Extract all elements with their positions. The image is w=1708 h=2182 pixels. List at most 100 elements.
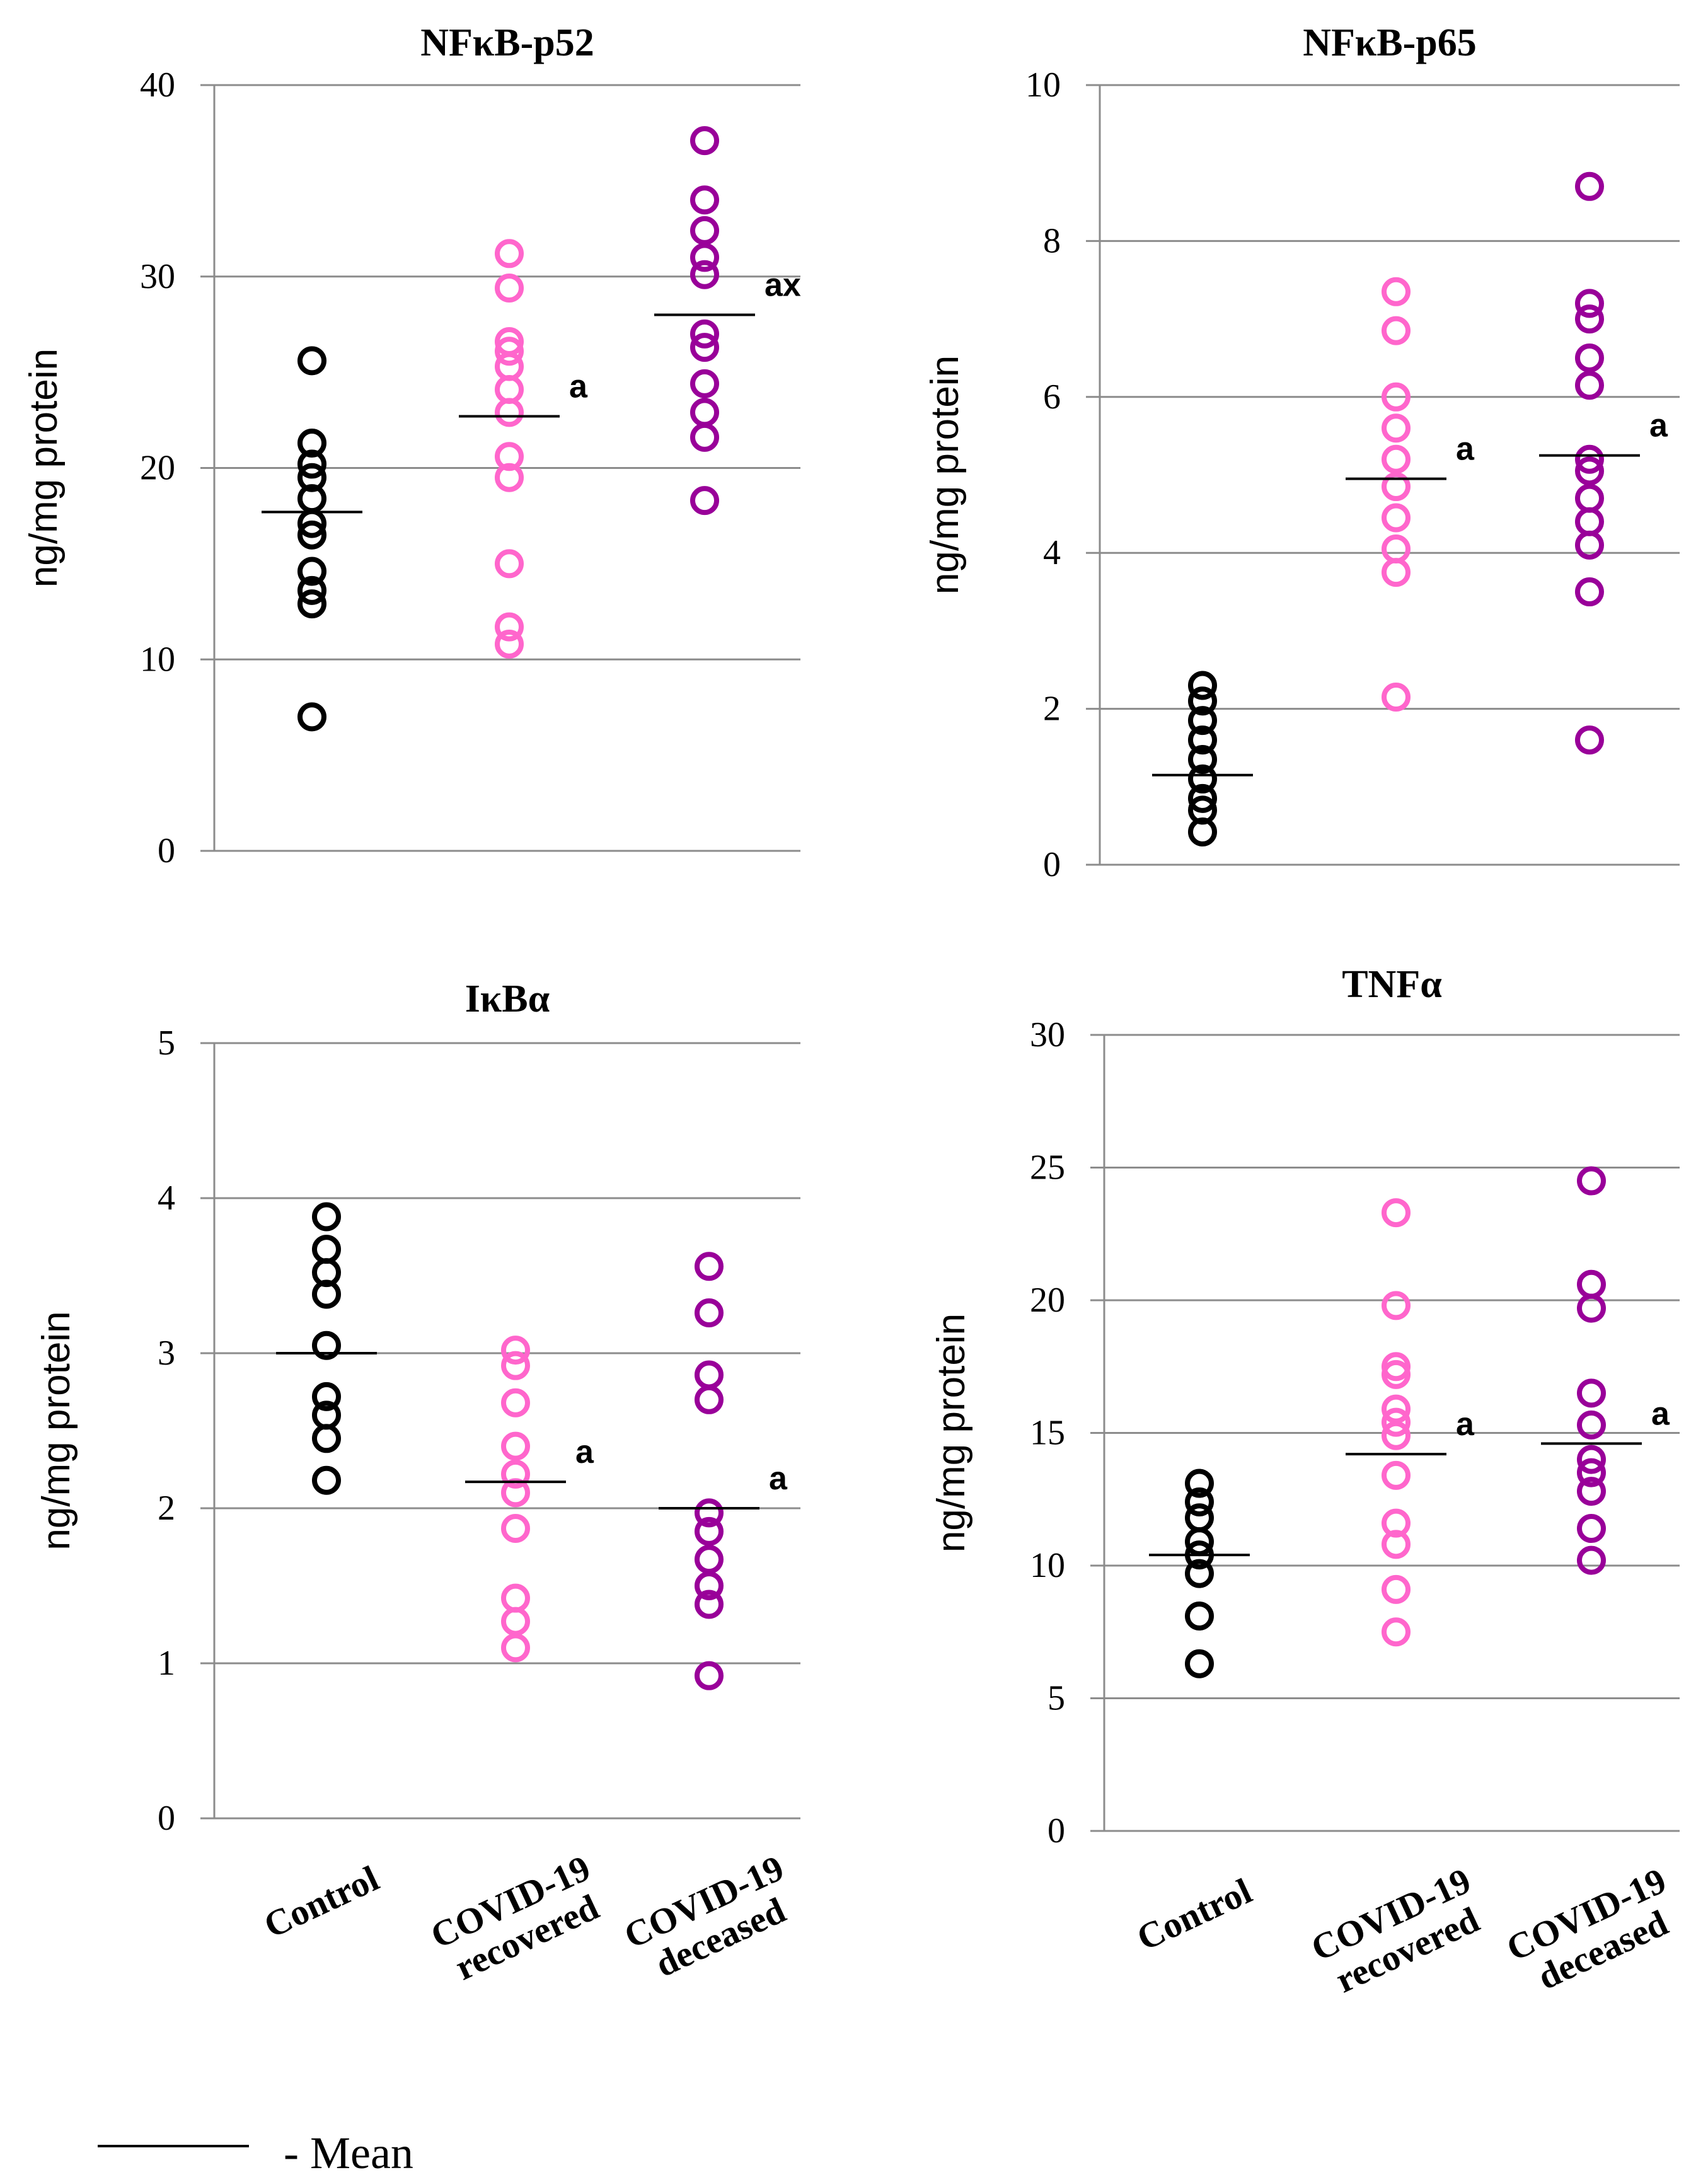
data-point [1382, 1460, 1411, 1490]
data-point [501, 1388, 530, 1417]
data-point [501, 1513, 530, 1543]
data-point [1188, 795, 1217, 825]
data-point [1577, 1458, 1606, 1487]
data-point [312, 1382, 341, 1411]
data-point [1577, 1514, 1606, 1544]
data-point [312, 1424, 341, 1453]
data-point [690, 369, 719, 398]
y-axis-label: ng/mg protein [22, 349, 66, 587]
chart-title: IκBα [465, 978, 550, 1020]
data-point [695, 1252, 724, 1281]
data-point [1188, 783, 1217, 813]
data-point [1577, 1378, 1606, 1408]
significance-label: a [569, 368, 588, 405]
x-category-label: COVID-19recovered [1305, 1860, 1493, 2004]
data-point [690, 260, 719, 289]
y-tick-label: 20 [140, 449, 175, 488]
data-point [297, 449, 326, 479]
data-point [1382, 472, 1411, 502]
y-tick-label: 2 [158, 1489, 175, 1528]
data-point [1575, 507, 1604, 536]
legend-label: - Mean [284, 2128, 413, 2178]
data-point [1577, 1269, 1606, 1299]
y-axis-label: ng/mg protein [930, 1313, 973, 1552]
data-point [297, 589, 326, 619]
data-point [297, 575, 326, 605]
data-point [695, 1590, 724, 1619]
series-covid-19-deceased: a [1539, 171, 1668, 755]
series-covid-19-recovered: a [465, 1336, 594, 1663]
data-point [690, 422, 719, 452]
data-point [312, 1400, 341, 1430]
data-point [312, 1331, 341, 1360]
y-tick-label: 15 [1030, 1414, 1065, 1453]
x-category-label: Control [1131, 1870, 1258, 1958]
data-point [495, 337, 524, 366]
data-point [1382, 1394, 1411, 1424]
data-point [1575, 444, 1604, 474]
data-point [1382, 683, 1411, 712]
data-point [501, 1431, 530, 1461]
data-point [1185, 1469, 1214, 1498]
y-tick-label: 1 [158, 1644, 175, 1683]
data-point [495, 239, 524, 268]
y-tick-label: 4 [1043, 533, 1061, 572]
series-control [262, 346, 362, 732]
y-tick-label: 0 [1047, 1811, 1065, 1850]
y-tick-label: 20 [1030, 1281, 1065, 1320]
y-tick-label: 5 [158, 1024, 175, 1063]
data-point [297, 557, 326, 586]
y-tick-label: 8 [1043, 221, 1061, 260]
data-point [1382, 534, 1411, 564]
y-axis-label: ng/mg protein [923, 355, 967, 594]
data-point [495, 442, 524, 471]
data-point [501, 1633, 530, 1663]
data-point [1382, 1508, 1411, 1538]
data-point [1382, 277, 1411, 306]
data-point [1575, 577, 1604, 607]
data-point [495, 612, 524, 642]
data-point [1575, 289, 1604, 318]
data-point [695, 1298, 724, 1328]
data-point [695, 1516, 724, 1546]
y-tick-label: 0 [158, 1799, 175, 1838]
y-tick-label: 5 [1047, 1679, 1065, 1718]
data-point [297, 346, 326, 376]
data-point [690, 486, 719, 516]
chart-title: TNFα [1342, 963, 1442, 1006]
x-category-label: COVID-19recovered [424, 1847, 613, 1992]
series-covid-19-recovered: a [1346, 1198, 1475, 1647]
data-point [1575, 171, 1604, 201]
data-point [501, 1583, 530, 1613]
data-point [297, 484, 326, 514]
data-point [1382, 558, 1411, 587]
data-point [1185, 1601, 1214, 1631]
data-point [1575, 456, 1604, 486]
data-point [690, 185, 719, 215]
data-point [690, 333, 719, 362]
series-covid-19-recovered: a [1346, 277, 1475, 712]
data-point [312, 1202, 341, 1232]
y-tick-label: 10 [1030, 1546, 1065, 1585]
data-point [1185, 1503, 1214, 1533]
y-tick-label: 25 [1030, 1148, 1065, 1187]
data-point [501, 1351, 530, 1380]
series-covid-19-deceased: ax [654, 126, 801, 516]
data-point [495, 549, 524, 579]
y-tick-label: 30 [140, 257, 175, 296]
data-point [695, 1498, 724, 1528]
y-tick-label: 0 [158, 831, 175, 870]
data-point [1188, 725, 1217, 755]
y-tick-label: 6 [1043, 378, 1061, 417]
x-category-label: Control [258, 1857, 385, 1946]
data-point [297, 463, 326, 492]
data-point [1382, 1291, 1411, 1320]
series-control [276, 1202, 377, 1495]
data-point [690, 243, 719, 272]
x-category-label: COVID-19deceased [1500, 1860, 1688, 2004]
y-axis-label: ng/mg protein [35, 1311, 78, 1550]
data-point [1382, 1198, 1411, 1228]
data-point [297, 429, 326, 458]
data-point [1382, 1421, 1411, 1450]
